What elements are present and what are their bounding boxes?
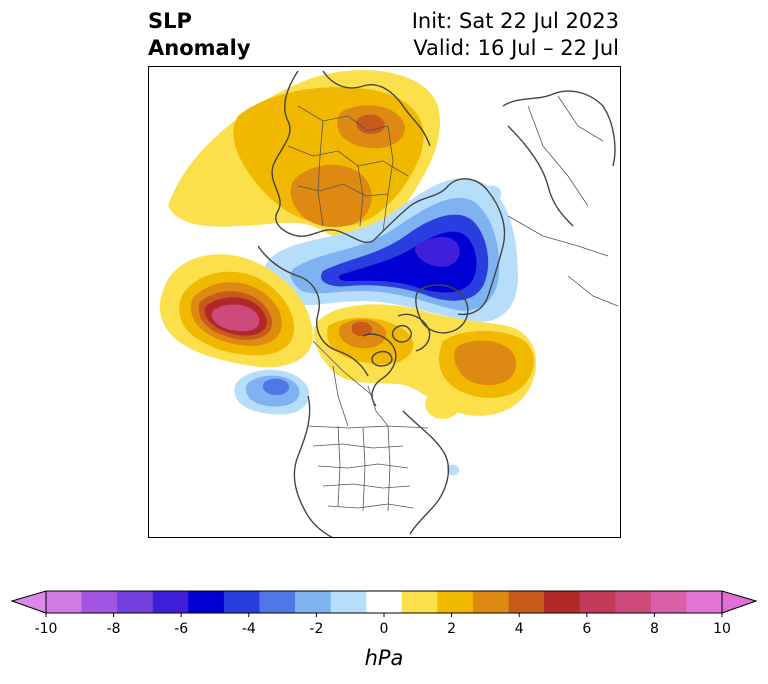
coastlines	[257, 70, 616, 538]
colorbar-tick-label: -4	[242, 621, 256, 637]
map-edge-artifact	[148, 281, 152, 321]
colorbar-unit-label: hPa	[364, 646, 404, 670]
colorbar-bin	[579, 591, 616, 613]
colorbar-bin	[686, 591, 723, 613]
colorbar-tick-label: 2	[447, 621, 456, 637]
colorbar-bin	[295, 591, 332, 613]
init-date: Init: Sat 22 Jul 2023	[411, 9, 619, 33]
colorbar-bin	[117, 591, 154, 613]
colorbar-bin	[259, 591, 296, 613]
colorbar-bin	[81, 591, 118, 613]
colorbar-bin	[152, 591, 189, 613]
anomaly-map	[148, 66, 621, 538]
positive-anomaly-europe	[168, 70, 440, 240]
colorbar-bin	[615, 591, 652, 613]
map-frame	[148, 66, 621, 538]
colorbar-bin	[508, 591, 545, 613]
colorbar-ticks: -10 -8 -6 -4 -2 0 2 4 6 8 10	[35, 613, 731, 637]
chart-title: SLP Anomaly	[148, 8, 251, 62]
negative-anomaly-arctic	[262, 178, 518, 322]
colorbar-under-triangle	[10, 590, 47, 614]
colorbar: -10 -8 -6 -4 -2 0 2 4 6 8 10	[10, 590, 758, 637]
colorbar-bin	[472, 591, 510, 613]
title-line-2: Anomaly	[148, 36, 251, 60]
colorbar-tick-label: -8	[107, 621, 121, 637]
colorbar-over-triangle	[721, 590, 758, 614]
colorbar-tick-label: 10	[713, 621, 731, 637]
date-info: Init: Sat 22 Jul 2023 Valid: 16 Jul – 22…	[412, 8, 619, 62]
negative-anomaly-ne-pacific	[234, 185, 502, 476]
colorbar-tick-label: 8	[650, 621, 659, 637]
colorbar-bin	[46, 591, 83, 613]
colorbar-tick-label: -10	[35, 621, 58, 637]
colorbar-bin	[330, 591, 367, 613]
valid-range: Valid: 16 Jul – 22 Jul	[413, 36, 619, 60]
colorbar-tick-label: 6	[582, 621, 591, 637]
colorbar-tick-label: 0	[380, 621, 389, 637]
positive-anomaly-pacific	[159, 254, 313, 368]
title-line-1: SLP	[148, 9, 192, 33]
colorbar-tick-label: -6	[174, 621, 188, 637]
country-borders	[287, 95, 619, 512]
colorbar-bin	[223, 591, 260, 613]
colorbar-tick-label: -2	[309, 621, 323, 637]
colorbar-bins	[46, 591, 723, 613]
colorbar-bin	[650, 591, 687, 613]
colorbar-bin	[188, 591, 225, 613]
colorbar-bin	[366, 591, 403, 613]
colorbar-bin	[401, 591, 438, 613]
positive-anomaly-canada	[313, 304, 537, 419]
colorbar-tick-label: 4	[515, 621, 524, 637]
colorbar-bin	[544, 591, 581, 613]
colorbar-bin	[437, 591, 474, 613]
